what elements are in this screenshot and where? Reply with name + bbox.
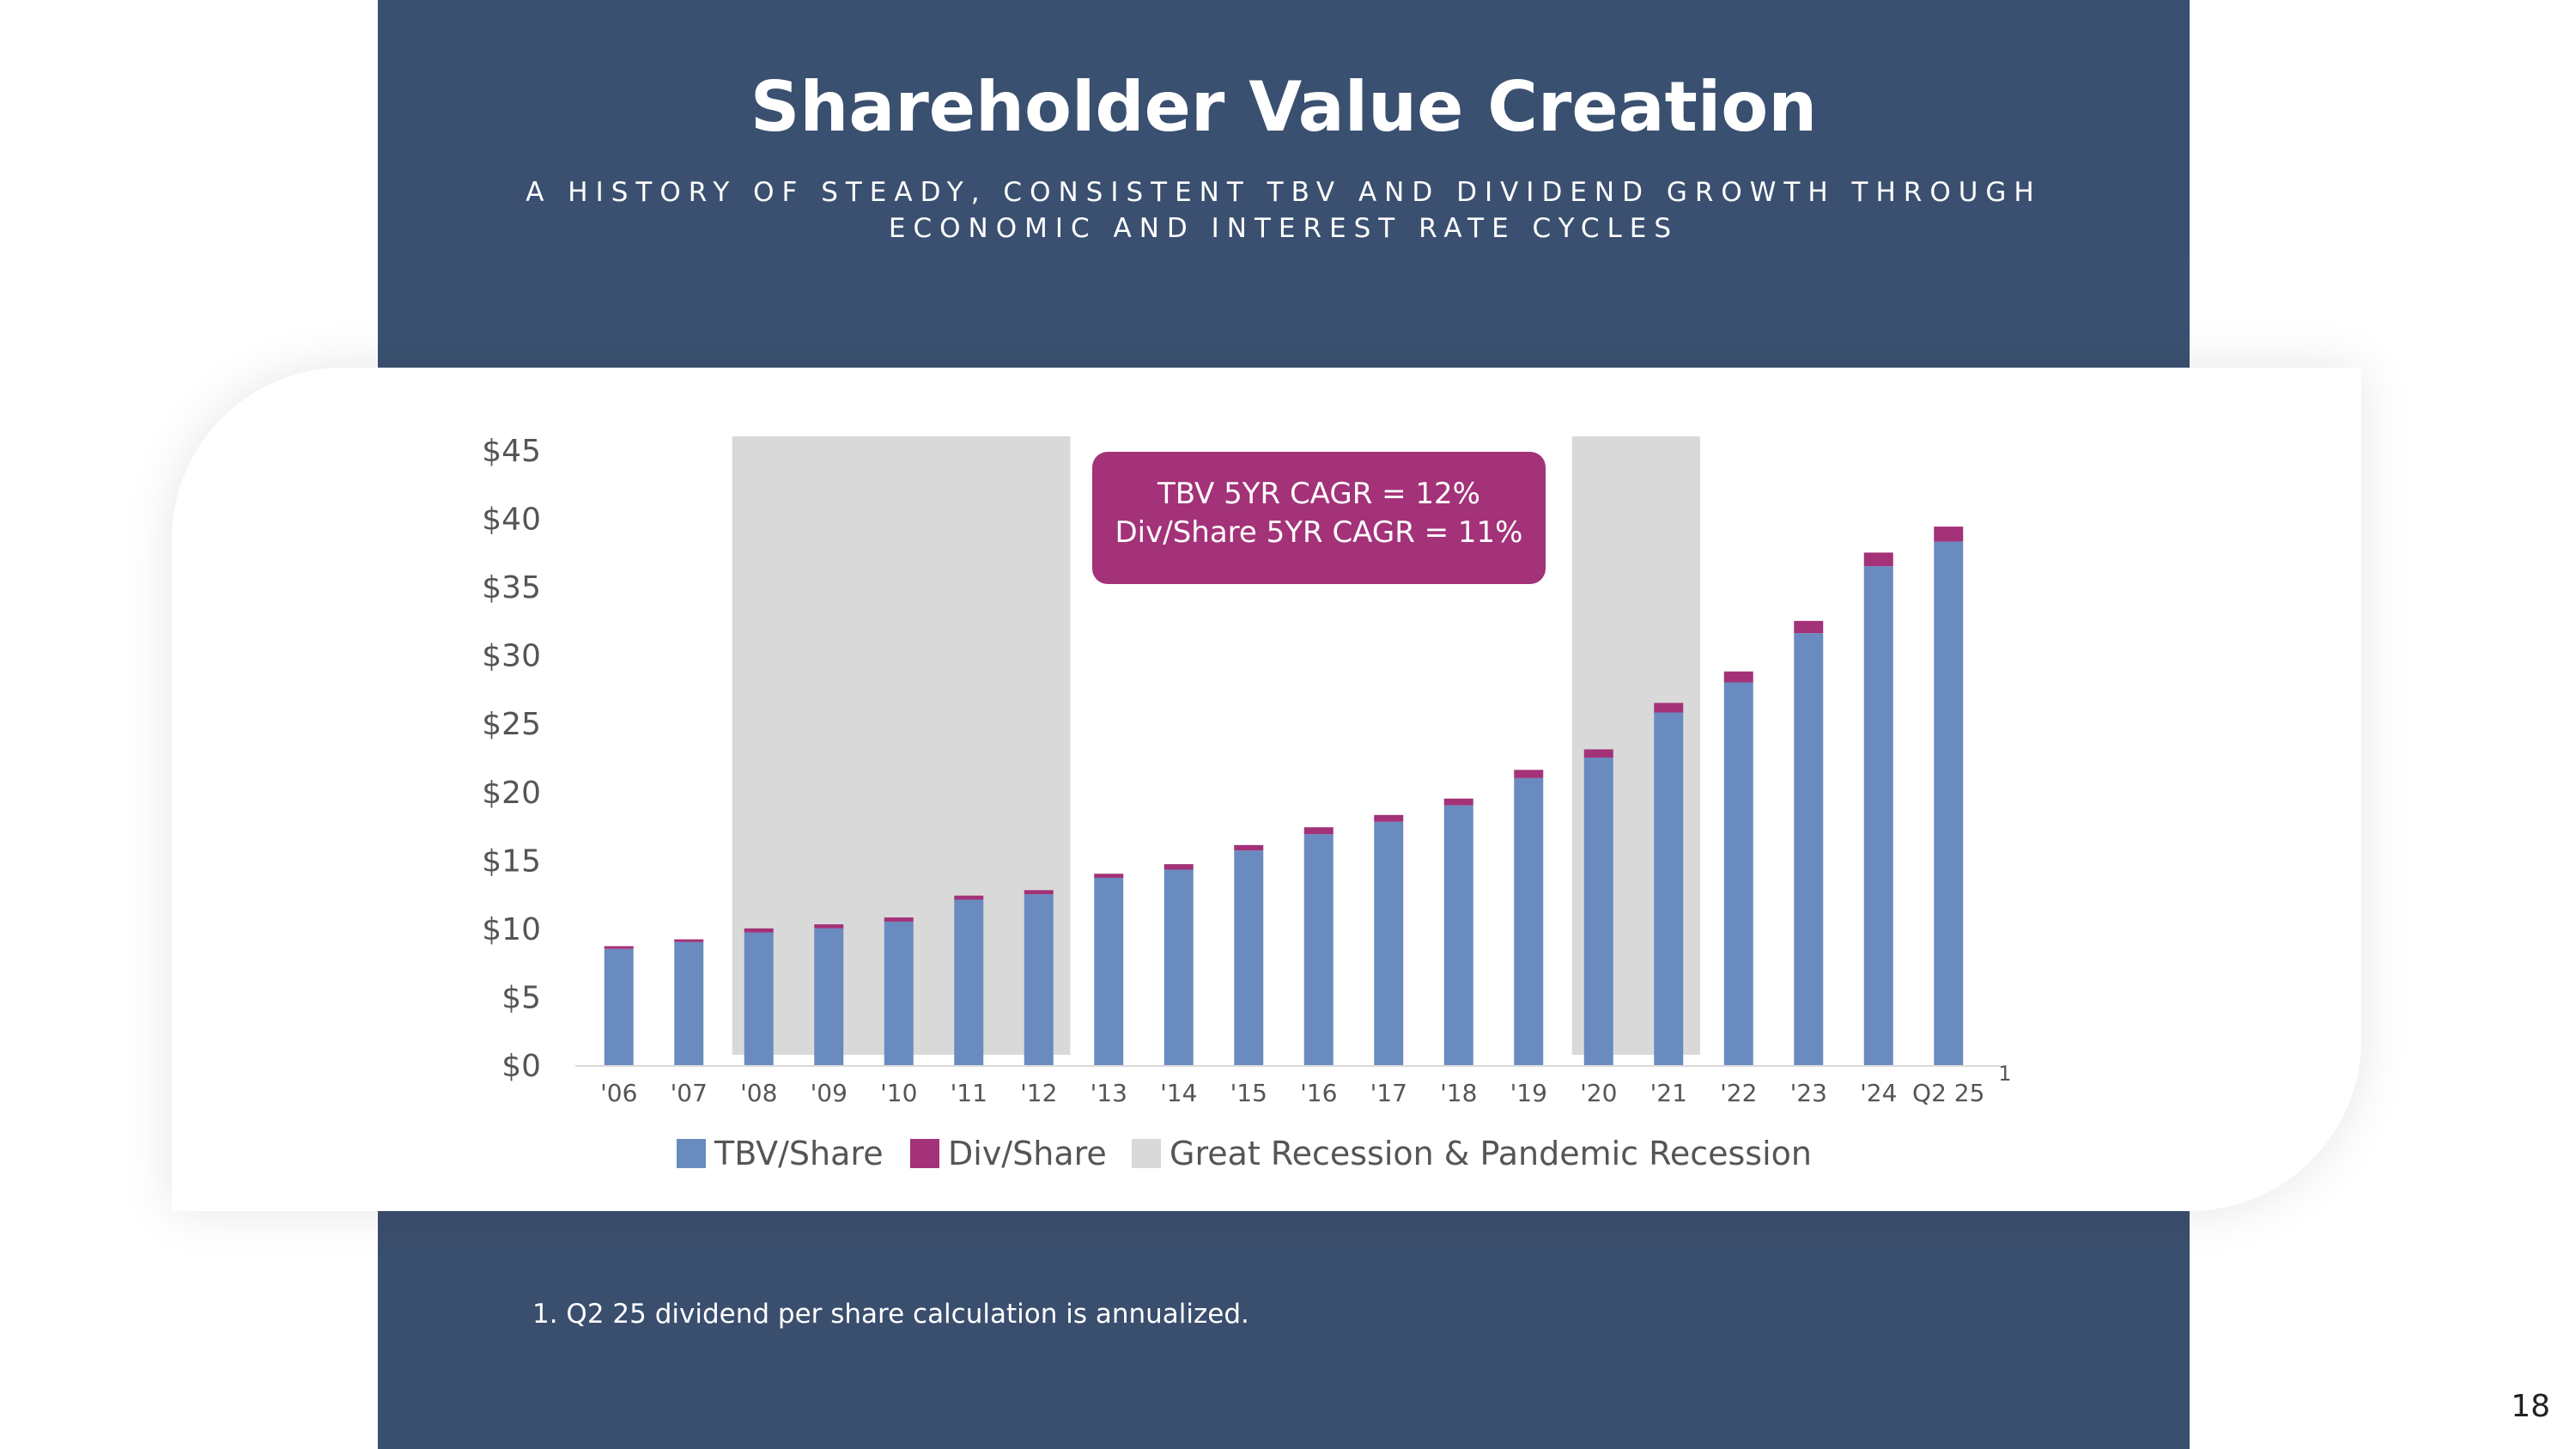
x-tick-label: '08 — [740, 1079, 777, 1107]
x-tick-label: '24 — [1860, 1079, 1897, 1107]
y-tick-label: $30 — [482, 639, 541, 674]
x-tick-label: '22 — [1720, 1079, 1757, 1107]
bar-tbv-share — [1723, 682, 1753, 1065]
x-tick-label: '23 — [1790, 1079, 1827, 1107]
x-tick-label: '10 — [880, 1079, 917, 1107]
slide-title: Shareholder Value Creation — [750, 67, 1818, 147]
x-tick-label: '13 — [1091, 1079, 1127, 1107]
bar-div-share — [954, 895, 984, 900]
cagr-callout-line-2: Div/Share 5YR CAGR = 11% — [1115, 515, 1522, 550]
bar-tbv-share — [814, 928, 844, 1065]
x-tick-label: '16 — [1300, 1079, 1337, 1107]
x-tick-label: '19 — [1510, 1079, 1547, 1107]
y-tick-label: $45 — [482, 434, 541, 469]
legend-label: Great Recession & Pandemic Recession — [1170, 1135, 1812, 1172]
bar-div-share — [1514, 770, 1544, 778]
bar-tbv-share — [954, 899, 984, 1065]
x-tick-label: '09 — [811, 1079, 848, 1107]
x-tick-label: '12 — [1020, 1079, 1057, 1107]
legend-swatch — [1132, 1139, 1161, 1168]
bar-tbv-share — [1374, 821, 1404, 1065]
bar-tbv-share — [1303, 834, 1334, 1065]
bar-div-share — [1234, 844, 1264, 851]
bar-div-share — [744, 928, 774, 933]
cagr-callout-box — [1092, 452, 1546, 584]
y-tick-label: $25 — [482, 707, 541, 742]
bar-div-share — [884, 917, 914, 922]
x-tick-label: Q2 25 — [1912, 1079, 1984, 1107]
bar-div-share — [604, 946, 634, 949]
x-tick-label: '18 — [1440, 1079, 1477, 1107]
x-tick-label: '21 — [1650, 1079, 1687, 1107]
bar-tbv-share — [1934, 541, 1964, 1065]
bar-tbv-share — [1094, 878, 1124, 1065]
bar-tbv-share — [1514, 777, 1544, 1065]
y-tick-label: $5 — [501, 980, 541, 1015]
bar-div-share — [1163, 864, 1194, 870]
bar-div-share — [1723, 671, 1753, 683]
x-tick-label: '15 — [1230, 1079, 1267, 1107]
chart-card: $0 $5 $10 $15 $20 $25 $30 $35 $40 $45 '06 '07 '08 '09… — [172, 368, 2361, 1211]
x-tick-label: '20 — [1580, 1079, 1617, 1107]
bar-tbv-share — [744, 932, 774, 1065]
bar-div-share — [1374, 814, 1404, 822]
x-tick-label: '07 — [671, 1079, 708, 1107]
x-tick-label: '06 — [600, 1079, 637, 1107]
bar-tbv-share — [674, 941, 704, 1065]
bar-div-share — [1303, 827, 1334, 835]
x-tick-label: '11 — [951, 1079, 987, 1107]
tbv-dividend-chart: $0 $5 $10 $15 $20 $25 $30 $35 $40 $45 '06 '07 '08 '09… — [482, 434, 2011, 1172]
y-tick-label: $35 — [482, 570, 541, 606]
page-number: 18 — [2511, 1389, 2550, 1424]
bar-tbv-share — [1863, 566, 1893, 1065]
bar-tbv-share — [1234, 850, 1264, 1065]
bar-div-share — [1024, 890, 1054, 895]
bar-div-share — [1934, 527, 1964, 542]
bar-tbv-share — [1163, 869, 1194, 1065]
subtitle-line-2: ECONOMIC AND INTEREST RATE CYCLES — [888, 213, 1680, 244]
legend-swatch — [910, 1139, 939, 1168]
bar-tbv-share — [884, 921, 914, 1065]
bar-tbv-share — [1583, 758, 1613, 1065]
slide-subtitle: A HISTORY OF STEADY, CONSISTENT TBV AND … — [515, 174, 2052, 247]
bar-tbv-share — [604, 948, 634, 1065]
y-tick-label: $20 — [482, 776, 541, 811]
y-tick-label: $0 — [501, 1049, 541, 1084]
y-tick-label: $10 — [482, 912, 541, 947]
x-tick-superscript: 1 — [1998, 1062, 2011, 1086]
bar-div-share — [674, 939, 704, 942]
bar-tbv-share — [1794, 633, 1824, 1065]
bar-div-share — [1654, 703, 1684, 713]
bar-div-share — [1794, 620, 1824, 634]
bar-div-share — [1583, 749, 1613, 758]
bar-div-share — [1094, 874, 1124, 879]
legend-label: TBV/Share — [714, 1135, 884, 1172]
bar-div-share — [814, 924, 844, 928]
bar-tbv-share — [1024, 894, 1054, 1065]
bar-tbv-share — [1443, 805, 1473, 1065]
y-tick-label: $40 — [482, 502, 541, 538]
x-tick-label: '17 — [1370, 1079, 1407, 1107]
footnote: 1. Q2 25 dividend per share calculation … — [532, 1299, 1249, 1330]
bar-tbv-share — [1654, 712, 1684, 1065]
cagr-callout-line-1: TBV 5YR CAGR = 12% — [1157, 477, 1480, 511]
y-tick-label: $15 — [482, 843, 541, 879]
bar-div-share — [1443, 798, 1473, 806]
subtitle-line-1: A HISTORY OF STEADY, CONSISTENT TBV AND … — [526, 177, 2042, 208]
legend-swatch — [677, 1139, 706, 1168]
bar-div-share — [1863, 552, 1893, 567]
x-tick-label: '14 — [1160, 1079, 1197, 1107]
legend-label: Div/Share — [948, 1135, 1107, 1172]
